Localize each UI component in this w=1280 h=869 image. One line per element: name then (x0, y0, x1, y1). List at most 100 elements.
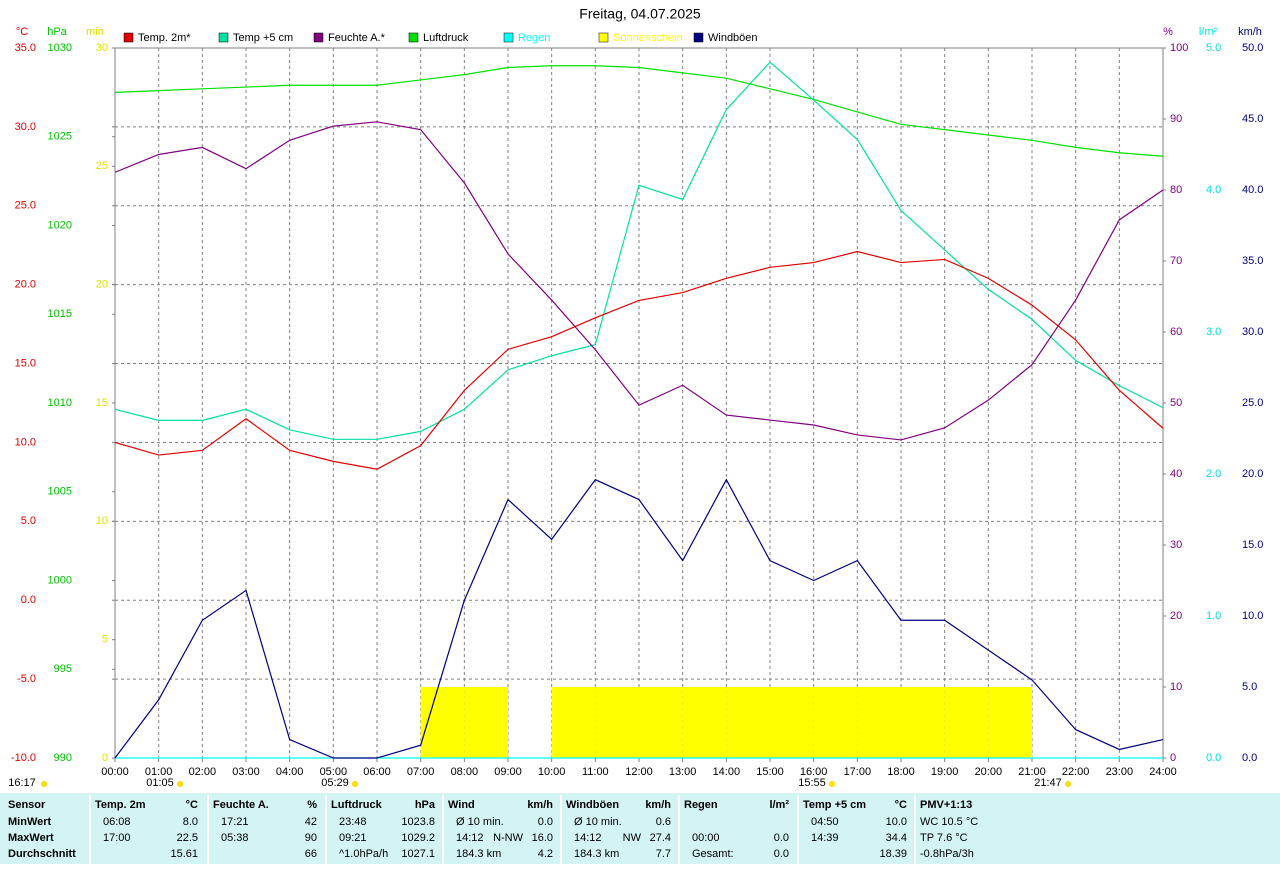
table-cell: 10.0 (886, 816, 907, 828)
y-tick-label: 1.0 (1206, 610, 1221, 622)
table-cell: 04:50 (811, 816, 839, 828)
y-tick-label: 10.0 (1242, 610, 1263, 622)
y-tick-label: 40 (1170, 468, 1182, 480)
table-cell: hPa (415, 799, 436, 811)
table-cell: °C (895, 799, 907, 811)
y-tick-label: 10 (96, 515, 108, 527)
table-cell: 09:21 (339, 832, 367, 844)
y-tick-label: 60 (1170, 326, 1182, 338)
y-tick-label: 1000 (48, 574, 72, 586)
x-tick-label: 22:00 (1062, 766, 1090, 778)
y-tick-label: 35.0 (15, 42, 36, 54)
table-cell: 17:00 (103, 832, 131, 844)
axis-unit: % (1163, 26, 1173, 38)
table-cell: 184.3 km (456, 848, 501, 860)
table-cell: 14:12 (456, 832, 484, 844)
table-cell: 1023.8 (401, 816, 435, 828)
table-cell: 184.3 km (574, 848, 619, 860)
legend-label: Luftdruck (423, 32, 469, 44)
y-tick-label: 5 (102, 634, 108, 646)
legend-swatch (598, 32, 609, 43)
y-tick-label: 5.0 (1242, 681, 1257, 693)
table-cell: 06:08 (103, 816, 131, 828)
y-tick-label: 45.0 (1242, 113, 1263, 125)
y-tick-label: 50.0 (1242, 42, 1263, 54)
event-label: 15:55 (798, 777, 826, 789)
x-tick-label: 04:00 (276, 766, 304, 778)
x-tick-label: 06:00 (363, 766, 391, 778)
table-cell: -0.8hPa/3h (920, 848, 974, 860)
y-tick-label: 990 (54, 752, 72, 764)
y-tick-label: 90 (1170, 113, 1182, 125)
event-icon (352, 781, 358, 787)
event-icon (41, 781, 47, 787)
sunshine-bar (639, 687, 683, 758)
table-cell: 90 (305, 832, 317, 844)
y-tick-label: 5.0 (1206, 42, 1221, 54)
series-line (114, 250, 1164, 470)
axis-unit: km/h (1238, 26, 1262, 38)
y-tick-label: 30.0 (15, 121, 36, 133)
series-line (114, 478, 1164, 759)
legend-swatch (408, 32, 419, 43)
series-line (114, 65, 1164, 157)
sunshine-bar (595, 687, 639, 758)
x-tick-label: 18:00 (887, 766, 915, 778)
legend-swatch (218, 32, 229, 43)
y-tick-label: 0.0 (21, 594, 36, 606)
legend-label: Regen (518, 32, 550, 44)
y-tick-label: 20.0 (1242, 468, 1263, 480)
table-cell: °C (186, 799, 198, 811)
y-tick-label: 1005 (48, 486, 72, 498)
table-cell: Wind (448, 799, 475, 811)
y-tick-label: 30 (1170, 539, 1182, 551)
table-cell: 7.7 (656, 848, 671, 860)
legend-label: Sonnenschein (613, 32, 683, 44)
x-tick-label: 03:00 (232, 766, 260, 778)
table-cell: 18.39 (879, 848, 907, 860)
sunshine-bar (901, 687, 945, 758)
x-tick-label: 14:00 (713, 766, 741, 778)
y-tick-label: 40.0 (1242, 184, 1263, 196)
table-cell: Regen (684, 799, 718, 811)
y-tick-label: 20 (96, 279, 108, 291)
table-cell: 0.0 (774, 848, 789, 860)
table-cell: km/h (645, 799, 671, 811)
y-tick-label: 10.0 (15, 436, 36, 448)
x-tick-label: 05:00 (320, 766, 348, 778)
series-line (114, 121, 1164, 441)
y-tick-label: 10 (1170, 681, 1182, 693)
x-tick-label: 16:00 (800, 766, 828, 778)
sunshine-bar (944, 687, 989, 758)
table-background (0, 793, 1280, 864)
y-tick-label: 30.0 (1242, 326, 1263, 338)
y-tick-label: 3.0 (1206, 326, 1221, 338)
table-cell: 17:21 (221, 816, 249, 828)
table-cell: 15.61 (170, 848, 198, 860)
table-cell: 1029.2 (401, 832, 435, 844)
y-tick-label: -5.0 (17, 673, 36, 685)
y-tick-label: 15 (96, 397, 108, 409)
x-tick-label: 24:00 (1149, 766, 1177, 778)
x-tick-label: 13:00 (669, 766, 697, 778)
y-tick-label: 0 (1170, 752, 1176, 764)
table-cell: 23:48 (339, 816, 367, 828)
legend-swatch (693, 32, 704, 43)
table-cell: km/h (527, 799, 553, 811)
sunshine-bar (726, 687, 770, 758)
y-tick-label: 1010 (48, 397, 72, 409)
event-label: 01:05 (146, 777, 174, 789)
y-tick-label: 20.0 (15, 279, 36, 291)
axis-unit: °C (16, 26, 28, 38)
x-tick-label: 09:00 (494, 766, 522, 778)
y-tick-label: 1020 (48, 219, 72, 231)
table-cell: 16.0 (532, 832, 553, 844)
series-line (114, 61, 1164, 440)
sunshine-bar (857, 687, 901, 758)
table-cell: PMV+1:13 (920, 799, 972, 811)
table-cell: 22.5 (177, 832, 198, 844)
table-cell: 42 (305, 816, 317, 828)
table-cell: N-NW (493, 832, 524, 844)
table-cell: 00:00 (692, 832, 720, 844)
